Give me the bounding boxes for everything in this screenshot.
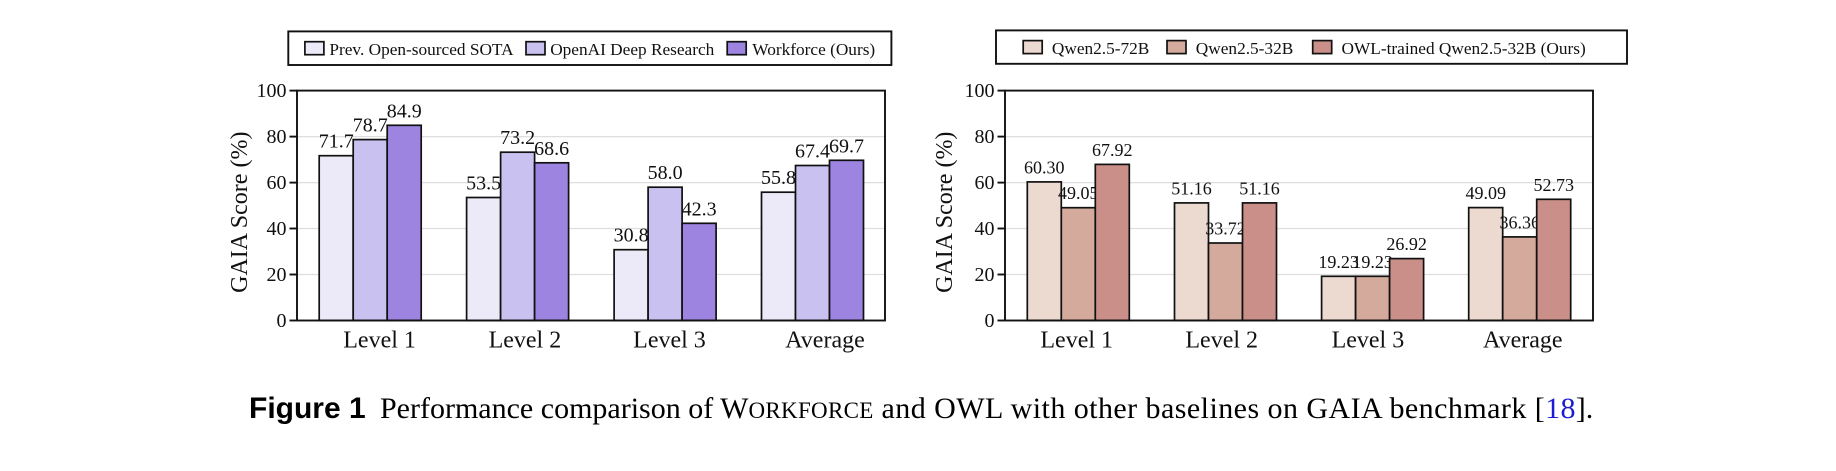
svg-text:69.7: 69.7 — [829, 135, 864, 157]
svg-text:Level 3: Level 3 — [1332, 328, 1405, 354]
svg-text:OpenAI Deep Research: OpenAI Deep Research — [550, 40, 714, 59]
svg-text:42.3: 42.3 — [682, 198, 717, 220]
svg-text:26.92: 26.92 — [1386, 234, 1427, 254]
svg-text:80: 80 — [267, 126, 287, 148]
svg-text:30.8: 30.8 — [614, 225, 649, 247]
svg-text:20: 20 — [975, 264, 995, 286]
svg-text:Average: Average — [785, 328, 865, 354]
svg-text:GAIA Score (%): GAIA Score (%) — [227, 132, 253, 293]
svg-text:49.05: 49.05 — [1058, 183, 1099, 203]
svg-text:Workforce (Ours): Workforce (Ours) — [752, 40, 875, 59]
svg-text:Level 2: Level 2 — [1185, 328, 1258, 354]
svg-text:OWL-trained Qwen2.5-32B (Ours): OWL-trained Qwen2.5-32B (Ours) — [1342, 39, 1586, 58]
svg-text:60: 60 — [267, 172, 287, 194]
svg-text:52.73: 52.73 — [1533, 175, 1574, 195]
svg-text:80: 80 — [975, 126, 995, 148]
svg-text:53.5: 53.5 — [466, 173, 501, 195]
svg-text:36.36: 36.36 — [1499, 212, 1540, 232]
svg-text:Figure 1: Figure 1 — [249, 392, 366, 425]
svg-text:Average: Average — [1483, 328, 1563, 354]
svg-text:Qwen2.5-32B: Qwen2.5-32B — [1196, 39, 1293, 58]
svg-text:GAIA Score (%): GAIA Score (%) — [932, 132, 958, 293]
svg-text:Level 3: Level 3 — [633, 328, 706, 354]
svg-text:71.7: 71.7 — [319, 131, 354, 153]
svg-text:Level 1: Level 1 — [1040, 328, 1113, 354]
svg-text:20: 20 — [267, 264, 287, 286]
svg-text:78.7: 78.7 — [353, 115, 388, 137]
svg-text:Level 1: Level 1 — [343, 328, 416, 354]
svg-text:Performance comparison of WORK: Performance comparison of WORKFORCE and … — [380, 392, 1593, 425]
svg-text:51.16: 51.16 — [1239, 178, 1280, 198]
svg-text:68.6: 68.6 — [534, 138, 569, 160]
svg-text:84.9: 84.9 — [387, 100, 422, 122]
svg-text:0: 0 — [985, 310, 995, 332]
svg-text:Level 2: Level 2 — [489, 328, 562, 354]
svg-text:0: 0 — [277, 310, 287, 332]
svg-text:40: 40 — [975, 218, 995, 240]
svg-text:58.0: 58.0 — [648, 162, 683, 184]
svg-text:49.09: 49.09 — [1465, 183, 1506, 203]
svg-text:Prev. Open-sourced SOTA: Prev. Open-sourced SOTA — [329, 40, 514, 59]
svg-text:Qwen2.5-72B: Qwen2.5-72B — [1052, 39, 1149, 58]
svg-text:67.92: 67.92 — [1092, 140, 1133, 160]
svg-text:33.72: 33.72 — [1205, 219, 1246, 239]
svg-text:60.30: 60.30 — [1024, 157, 1065, 177]
svg-text:60: 60 — [975, 172, 995, 194]
svg-text:73.2: 73.2 — [500, 127, 535, 149]
svg-text:19.23: 19.23 — [1318, 252, 1359, 272]
svg-text:51.16: 51.16 — [1171, 178, 1212, 198]
svg-text:100: 100 — [965, 80, 995, 102]
svg-text:40: 40 — [267, 218, 287, 240]
svg-text:100: 100 — [257, 80, 287, 102]
svg-text:55.8: 55.8 — [761, 167, 796, 189]
svg-text:67.4: 67.4 — [795, 141, 830, 163]
svg-text:19.23: 19.23 — [1352, 252, 1393, 272]
